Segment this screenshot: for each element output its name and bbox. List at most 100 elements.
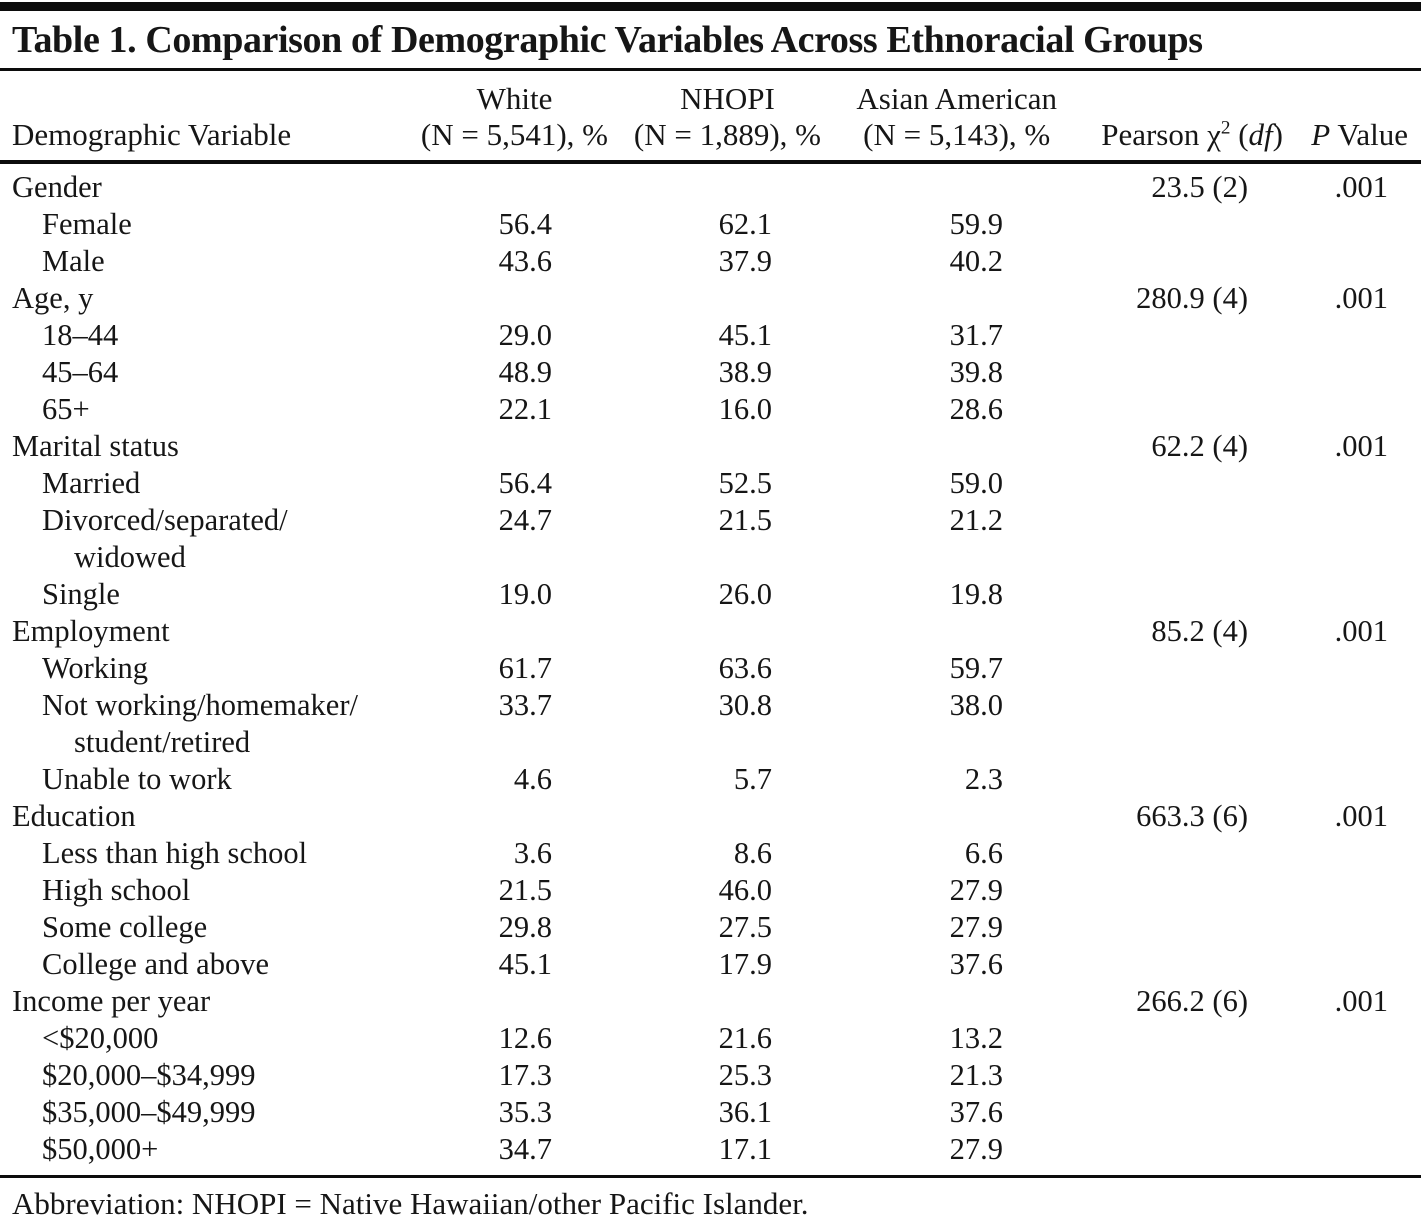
- cell-white: 29.8: [498, 910, 552, 944]
- demographics-table: Demographic Variable White (N = 5,541), %…: [0, 68, 1421, 1175]
- cell-p-value: [1285, 946, 1421, 983]
- cell-white: 12.6: [498, 1021, 552, 1055]
- cell-p-value: [1285, 835, 1421, 872]
- cell-white: 19.0: [498, 577, 552, 611]
- cell-chi-square: [1060, 835, 1285, 872]
- row-label: <$20,000: [42, 1021, 159, 1055]
- table-row: Marital status 62.2 (4) .001: [0, 428, 1421, 465]
- cell-p-value: [1285, 1094, 1421, 1131]
- table-row: Divorced/separated/widowed 24.7 21.5 21.…: [0, 502, 1421, 576]
- cell-white: 34.7: [498, 1132, 552, 1166]
- cell-chi-square: 85.2 (4): [1151, 614, 1248, 648]
- table-row: Less than high school 3.6 8.6 6.6: [0, 835, 1421, 872]
- cell-p-value: [1285, 650, 1421, 687]
- cell-nhopi: 45.1: [718, 318, 772, 352]
- cell-chi-square: [1060, 206, 1285, 243]
- cell-p-value: [1285, 465, 1421, 502]
- cell-white: [400, 428, 610, 465]
- cell-white: 21.5: [498, 873, 552, 907]
- cell-asian: 27.9: [949, 1132, 1003, 1166]
- cell-white: [400, 613, 610, 650]
- cell-nhopi: [610, 162, 825, 206]
- cell-p-value: [1285, 687, 1421, 761]
- cell-asian: 59.9: [949, 207, 1003, 241]
- table-row: $20,000–$34,999 17.3 25.3 21.3: [0, 1057, 1421, 1094]
- cell-nhopi: 26.0: [718, 577, 772, 611]
- cell-white: 29.0: [498, 318, 552, 352]
- table-row: $35,000–$49,999 35.3 36.1 37.6: [0, 1094, 1421, 1131]
- table-row: 65+ 22.1 16.0 28.6: [0, 391, 1421, 428]
- cell-p-value: .001: [1334, 614, 1388, 648]
- cell-p-value: [1285, 576, 1421, 613]
- column-header-pearson-chi-square: Pearson χ2 (df): [1101, 117, 1283, 152]
- table-row: Male 43.6 37.9 40.2: [0, 243, 1421, 280]
- table-row: Working 61.7 63.6 59.7: [0, 650, 1421, 687]
- cell-chi-square: [1060, 502, 1285, 576]
- row-label: Education: [12, 799, 136, 833]
- cell-asian: 27.9: [949, 910, 1003, 944]
- row-label: Unable to work: [42, 762, 232, 796]
- cell-p-value: .001: [1334, 984, 1388, 1018]
- cell-p-value: .001: [1334, 429, 1388, 463]
- cell-nhopi: 46.0: [718, 873, 772, 907]
- cell-asian: 59.7: [949, 651, 1003, 685]
- row-label: College and above: [42, 947, 269, 981]
- cell-p-value: .001: [1334, 799, 1388, 833]
- cell-p-value: .001: [1334, 281, 1388, 315]
- cell-chi-square: [1060, 317, 1285, 354]
- cell-nhopi: 5.7: [733, 762, 772, 796]
- cell-asian: 19.8: [949, 577, 1003, 611]
- table-row: Married 56.4 52.5 59.0: [0, 465, 1421, 502]
- cell-white: [400, 280, 610, 317]
- cell-p-value: [1285, 909, 1421, 946]
- row-label: Less than high school: [42, 836, 308, 870]
- cell-p-value: .001: [1334, 170, 1388, 204]
- cell-asian: 37.6: [949, 1095, 1003, 1129]
- cell-white: 35.3: [498, 1095, 552, 1129]
- row-label: 65+: [42, 392, 90, 426]
- cell-nhopi: 8.6: [733, 836, 772, 870]
- cell-white: 56.4: [498, 466, 552, 500]
- table-row: Some college 29.8 27.5 27.9: [0, 909, 1421, 946]
- cell-p-value: [1285, 243, 1421, 280]
- cell-nhopi: 52.5: [718, 466, 772, 500]
- table-row: $50,000+ 34.7 17.1 27.9: [0, 1131, 1421, 1175]
- table-row: Single 19.0 26.0 19.8: [0, 576, 1421, 613]
- table-row: Income per year 266.2 (6) .001: [0, 983, 1421, 1020]
- cell-white: 24.7: [498, 503, 552, 537]
- cell-white: 56.4: [498, 207, 552, 241]
- cell-asian: 37.6: [949, 947, 1003, 981]
- row-label: $20,000–$34,999: [42, 1058, 256, 1092]
- cell-chi-square: [1060, 1094, 1285, 1131]
- cell-asian: 38.0: [949, 688, 1003, 722]
- cell-chi-square: 266.2 (6): [1136, 984, 1248, 1018]
- cell-chi-square: 62.2 (4): [1151, 429, 1248, 463]
- cell-nhopi: [610, 983, 825, 1020]
- table-row: High school 21.5 46.0 27.9: [0, 872, 1421, 909]
- cell-nhopi: 62.1: [718, 207, 772, 241]
- column-header-nhopi: NHOPI (N = 1,889), %: [633, 81, 821, 152]
- table-row: <$20,000 12.6 21.6 13.2: [0, 1020, 1421, 1057]
- cell-nhopi: 21.5: [718, 503, 772, 537]
- cell-nhopi: 37.9: [718, 244, 772, 278]
- row-label: 45–64: [42, 355, 119, 389]
- row-label: Working: [42, 651, 148, 685]
- cell-white: [400, 983, 610, 1020]
- cell-asian: 13.2: [949, 1021, 1003, 1055]
- cell-chi-square: [1060, 946, 1285, 983]
- top-rule: [0, 2, 1421, 11]
- cell-white: 4.6: [513, 762, 552, 796]
- cell-chi-square: [1060, 650, 1285, 687]
- table-row: Unable to work 4.6 5.7 2.3: [0, 761, 1421, 798]
- row-label: Male: [42, 244, 105, 278]
- row-label: High school: [42, 873, 191, 907]
- row-label: $35,000–$49,999: [42, 1095, 256, 1129]
- cell-asian: [825, 428, 1060, 465]
- cell-asian: 21.2: [949, 503, 1003, 537]
- row-label: Income per year: [12, 984, 211, 1018]
- cell-p-value: [1285, 761, 1421, 798]
- cell-nhopi: 25.3: [718, 1058, 772, 1092]
- row-label: Gender: [12, 170, 102, 204]
- cell-nhopi: [610, 280, 825, 317]
